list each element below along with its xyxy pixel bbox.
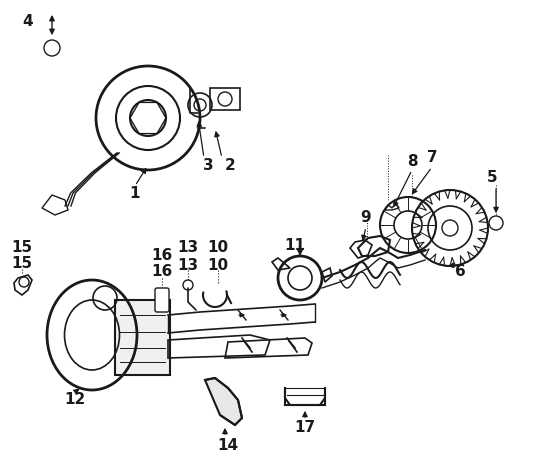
Text: 14: 14 (218, 438, 239, 452)
FancyBboxPatch shape (155, 288, 169, 312)
Text: 16: 16 (151, 248, 173, 262)
Text: 11: 11 (285, 237, 306, 253)
Text: 9: 9 (361, 211, 371, 225)
Text: 12: 12 (64, 393, 86, 407)
Text: 13: 13 (177, 257, 198, 273)
Text: 10: 10 (207, 257, 228, 273)
Text: 15: 15 (11, 256, 33, 272)
Text: 16: 16 (151, 265, 173, 280)
Text: 10: 10 (207, 241, 228, 255)
Text: 2: 2 (225, 158, 235, 172)
Text: 13: 13 (177, 241, 198, 255)
Text: 7: 7 (427, 151, 437, 165)
Text: 8: 8 (407, 154, 418, 170)
Text: 6: 6 (455, 265, 465, 280)
Text: 17: 17 (294, 420, 316, 436)
Text: 15: 15 (11, 241, 33, 255)
FancyBboxPatch shape (115, 300, 170, 375)
Text: 3: 3 (203, 158, 213, 172)
Polygon shape (205, 378, 242, 425)
Text: 5: 5 (487, 170, 497, 186)
Text: 1: 1 (130, 186, 140, 201)
Text: 4: 4 (23, 14, 33, 30)
FancyBboxPatch shape (210, 88, 240, 110)
